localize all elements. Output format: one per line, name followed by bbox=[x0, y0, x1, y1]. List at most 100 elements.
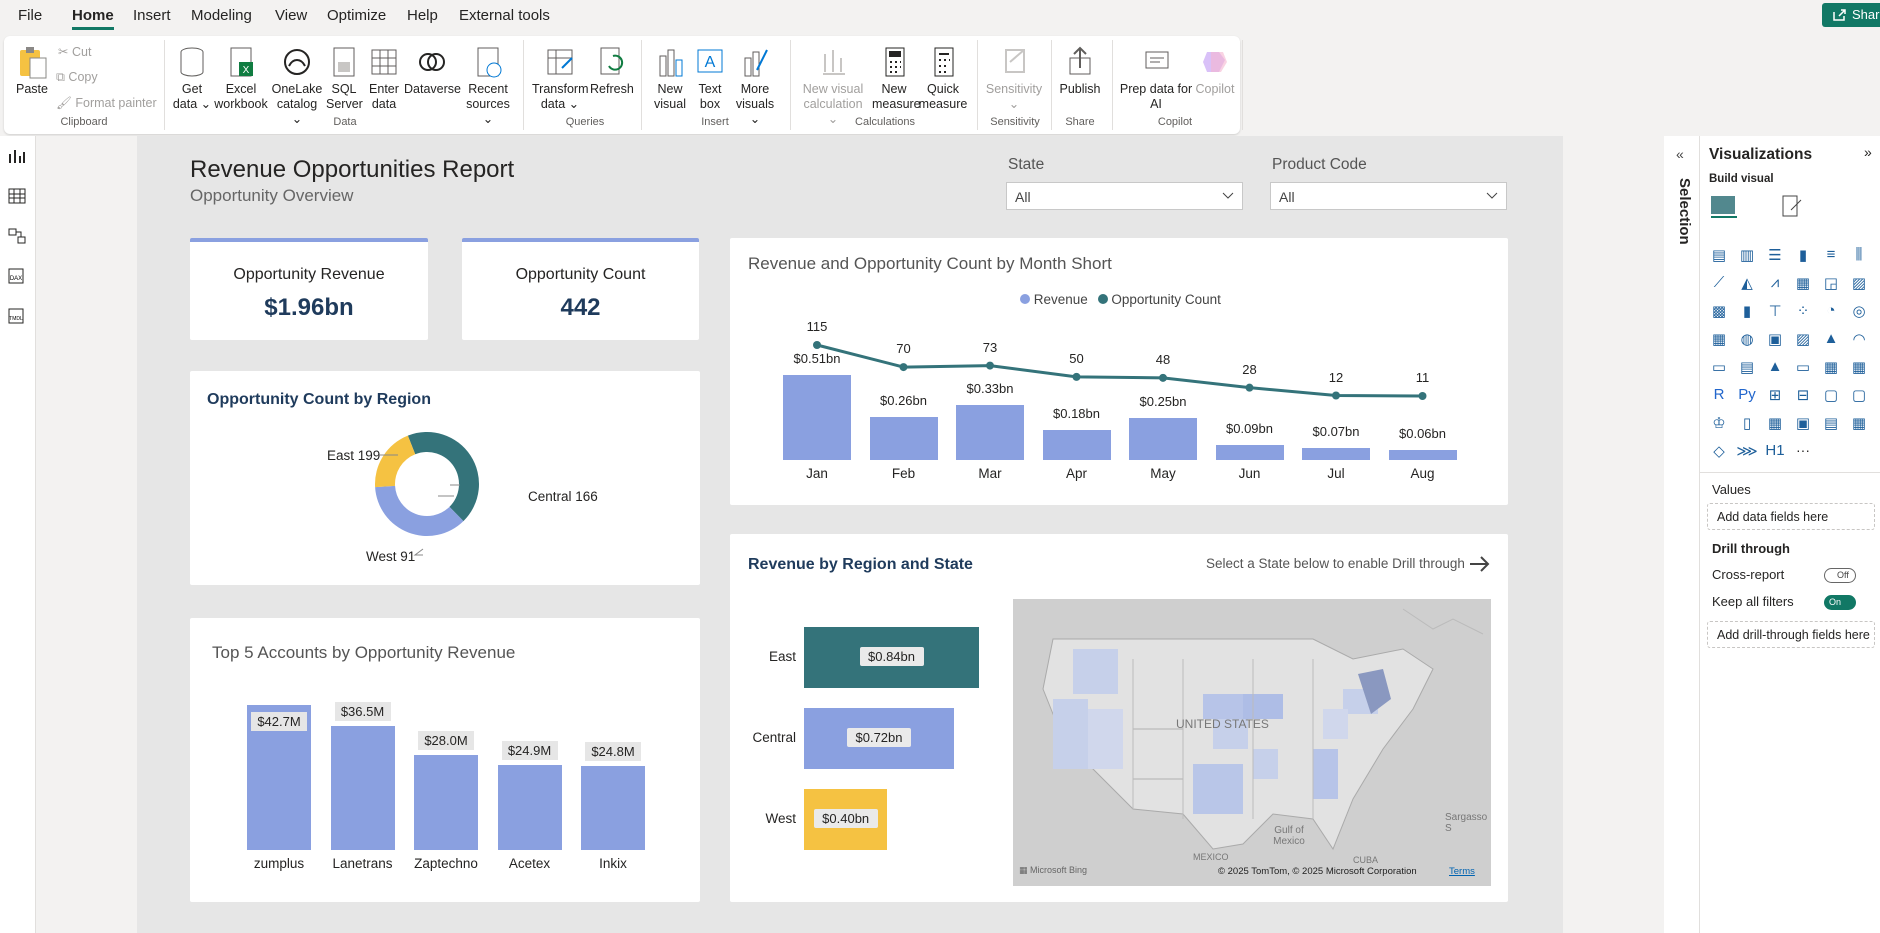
python-visual-visual-icon[interactable]: R bbox=[1713, 386, 1725, 403]
multi-row-card-visual-icon[interactable]: ▭ bbox=[1711, 359, 1727, 376]
narrative-visual-icon[interactable]: ▢ bbox=[1823, 387, 1839, 404]
r-visual-visual-icon[interactable]: ▦ bbox=[1851, 359, 1867, 376]
sql-server-button[interactable]: SQL Server bbox=[326, 44, 363, 112]
tmdl-view-icon[interactable]: TMDL bbox=[8, 308, 26, 324]
text-slicer-visual-icon[interactable]: H1 bbox=[1765, 442, 1785, 459]
menu-modeling[interactable]: Modeling bbox=[191, 7, 252, 24]
donut-visual-icon[interactable]: ◔ bbox=[1826, 302, 1836, 319]
stacked-area-visual-icon[interactable]: ⩘ bbox=[1770, 274, 1780, 291]
power-automate-visual-icon[interactable]: ◇ bbox=[1713, 443, 1725, 460]
shape-map-visual-icon[interactable]: ▣ bbox=[1767, 331, 1783, 348]
more-visuals-button[interactable]: More visuals ⌄ bbox=[730, 44, 780, 127]
new-visual-button[interactable]: New visual bbox=[650, 44, 690, 112]
button-slicer-visual-icon[interactable]: ▣ bbox=[1795, 415, 1811, 432]
scatter-visual-icon[interactable]: ⊤ bbox=[1768, 303, 1782, 320]
apps-visual-icon[interactable]: ▦ bbox=[1851, 415, 1867, 432]
menu-view[interactable]: View bbox=[275, 7, 308, 24]
paste-button[interactable]: Paste bbox=[12, 44, 52, 97]
menu-insert[interactable]: Insert bbox=[133, 7, 171, 24]
table-visual-icon[interactable]: ▭ bbox=[1795, 359, 1811, 376]
report-view-icon[interactable] bbox=[8, 148, 26, 164]
gauge-visual-icon[interactable]: ▲ bbox=[1823, 330, 1839, 347]
menu-optimize[interactable]: Optimize bbox=[327, 7, 387, 24]
us-map[interactable]: UNITED STATES Gulf of Mexico MEXICO CUBA… bbox=[1013, 599, 1491, 886]
refresh-button[interactable]: Refresh bbox=[590, 44, 634, 97]
drill-through-field-well[interactable]: Add drill-through fields here bbox=[1707, 621, 1875, 648]
cut-button[interactable]: ✂ Cut bbox=[58, 44, 91, 59]
selection-pane-label[interactable]: Selection bbox=[1676, 178, 1693, 245]
key-influencers-visual-icon[interactable]: Py bbox=[1738, 386, 1756, 403]
build-visual-tab-icon[interactable] bbox=[1709, 192, 1739, 220]
enter-data-button[interactable]: Enter data bbox=[366, 44, 402, 112]
stacked-column-visual-icon[interactable]: ▥ bbox=[1739, 247, 1755, 264]
table-view-icon[interactable] bbox=[8, 188, 26, 204]
format-visual-tab-icon[interactable] bbox=[1777, 192, 1807, 220]
100-bar-visual-icon[interactable]: ≡ bbox=[1826, 246, 1836, 263]
power-apps-visual-icon[interactable]: ⋙ bbox=[1736, 443, 1758, 460]
combo-chart-card[interactable]: Revenue and Opportunity Count by Month S… bbox=[730, 238, 1508, 505]
slicer-visual-icon[interactable]: ▲ bbox=[1767, 358, 1783, 375]
collapse-chevron-icon[interactable]: » bbox=[1864, 144, 1872, 160]
card-visual-icon[interactable]: ◠ bbox=[1852, 331, 1866, 348]
menu-external-tools[interactable]: External tools bbox=[459, 7, 550, 24]
paginated-visual-icon[interactable]: ▢ bbox=[1851, 387, 1867, 404]
treemap-visual-icon[interactable]: ◎ bbox=[1852, 303, 1866, 320]
cross-report-toggle[interactable]: Off bbox=[1824, 568, 1856, 583]
stacked-bar-visual-icon[interactable]: ▤ bbox=[1711, 247, 1727, 264]
format-painter-button[interactable]: 🖌 Format painter bbox=[56, 96, 157, 111]
decomposition-tree-visual-icon[interactable]: ⊞ bbox=[1768, 387, 1782, 404]
line-column-visual-icon[interactable]: ▦ bbox=[1795, 275, 1811, 292]
new-visual-calculation-button[interactable]: New visual calculation ⌄ bbox=[798, 44, 868, 127]
trophy-visual-icon[interactable]: ♔ bbox=[1712, 415, 1726, 432]
menu-home[interactable]: Home bbox=[72, 7, 114, 30]
copilot-button[interactable]: Copilot bbox=[1192, 44, 1238, 97]
menu-file[interactable]: File bbox=[18, 7, 43, 24]
line-visual-icon[interactable]: ⟋ bbox=[1713, 274, 1725, 291]
funnel-visual-icon[interactable]: ▮ bbox=[1742, 303, 1752, 320]
area-visual-icon[interactable]: ◭ bbox=[1741, 275, 1753, 292]
copy-button[interactable]: ⧉ Copy bbox=[56, 70, 98, 85]
clustered-bar-visual-icon[interactable]: ☰ bbox=[1768, 247, 1782, 264]
values-field-well[interactable]: Add data fields here bbox=[1707, 503, 1875, 530]
selection-pane-collapsed[interactable]: « Selection bbox=[1664, 136, 1700, 933]
map-terms-link[interactable]: Terms bbox=[1449, 866, 1475, 877]
text-box-button[interactable]: A Text box bbox=[692, 44, 728, 112]
filled-map-visual-icon[interactable]: ◍ bbox=[1740, 331, 1754, 348]
matrix-visual-icon[interactable]: ▦ bbox=[1823, 359, 1839, 376]
dax-query-view-icon[interactable]: DAX bbox=[8, 268, 26, 284]
kpi-card-count[interactable]: Opportunity Count 442 bbox=[462, 238, 699, 340]
quick-measure-button[interactable]: Quick measure bbox=[918, 44, 968, 112]
expand-chevron-icon[interactable]: « bbox=[1676, 146, 1684, 162]
arrow-right-icon[interactable] bbox=[1468, 554, 1492, 574]
top5-accounts-card[interactable]: Top 5 Accounts by Opportunity Revenue $4… bbox=[190, 618, 700, 902]
publish-button[interactable]: Publish bbox=[1058, 44, 1102, 97]
more-visuals-icon[interactable]: ··· bbox=[1796, 442, 1810, 458]
ribbon-visual-icon[interactable]: ▨ bbox=[1851, 275, 1867, 292]
list-visual-icon[interactable]: ▤ bbox=[1823, 415, 1839, 432]
dataverse-button[interactable]: Dataverse bbox=[404, 44, 461, 97]
pie-visual-icon[interactable]: ⁘ bbox=[1796, 303, 1810, 320]
sensitivity-button[interactable]: Sensitivity ⌄ bbox=[984, 44, 1044, 112]
share-button[interactable]: Share bbox=[1822, 3, 1880, 27]
map-card[interactable]: Revenue by Region and State Select a Sta… bbox=[730, 534, 1508, 902]
donut-chart-card[interactable]: Opportunity Count by Region East 199 Cen… bbox=[190, 371, 700, 585]
card-new-visual-icon[interactable]: ▦ bbox=[1767, 415, 1783, 432]
state-slicer-dropdown[interactable]: All bbox=[1006, 182, 1243, 210]
recent-sources-button[interactable]: Recent sources ⌄ bbox=[462, 44, 514, 127]
kpi-visual-icon[interactable]: ▤ bbox=[1739, 359, 1755, 376]
excel-workbook-button[interactable]: X Excel workbook bbox=[214, 44, 268, 112]
waterfall-visual-icon[interactable]: ▩ bbox=[1711, 303, 1727, 320]
keep-all-filters-toggle[interactable]: On bbox=[1824, 595, 1856, 610]
onelake-catalog-button[interactable]: OneLake catalog ⌄ bbox=[270, 44, 324, 127]
100-column-visual-icon[interactable]: ⫼ bbox=[1855, 246, 1863, 263]
new-measure-button[interactable]: New measure bbox=[872, 44, 921, 112]
clustered-column-visual-icon[interactable]: ▮ bbox=[1798, 247, 1808, 264]
line-clustered-visual-icon[interactable]: ◲ bbox=[1823, 275, 1839, 292]
report-visual-icon[interactable]: ▯ bbox=[1742, 415, 1752, 432]
model-view-icon[interactable] bbox=[8, 228, 26, 244]
product-code-slicer-dropdown[interactable]: All bbox=[1270, 182, 1507, 210]
azure-map-visual-icon[interactable]: ▨ bbox=[1795, 331, 1811, 348]
qa-visual-icon[interactable]: ⊟ bbox=[1796, 387, 1810, 404]
map-visual-icon[interactable]: ▦ bbox=[1711, 331, 1727, 348]
menu-help[interactable]: Help bbox=[407, 7, 438, 24]
